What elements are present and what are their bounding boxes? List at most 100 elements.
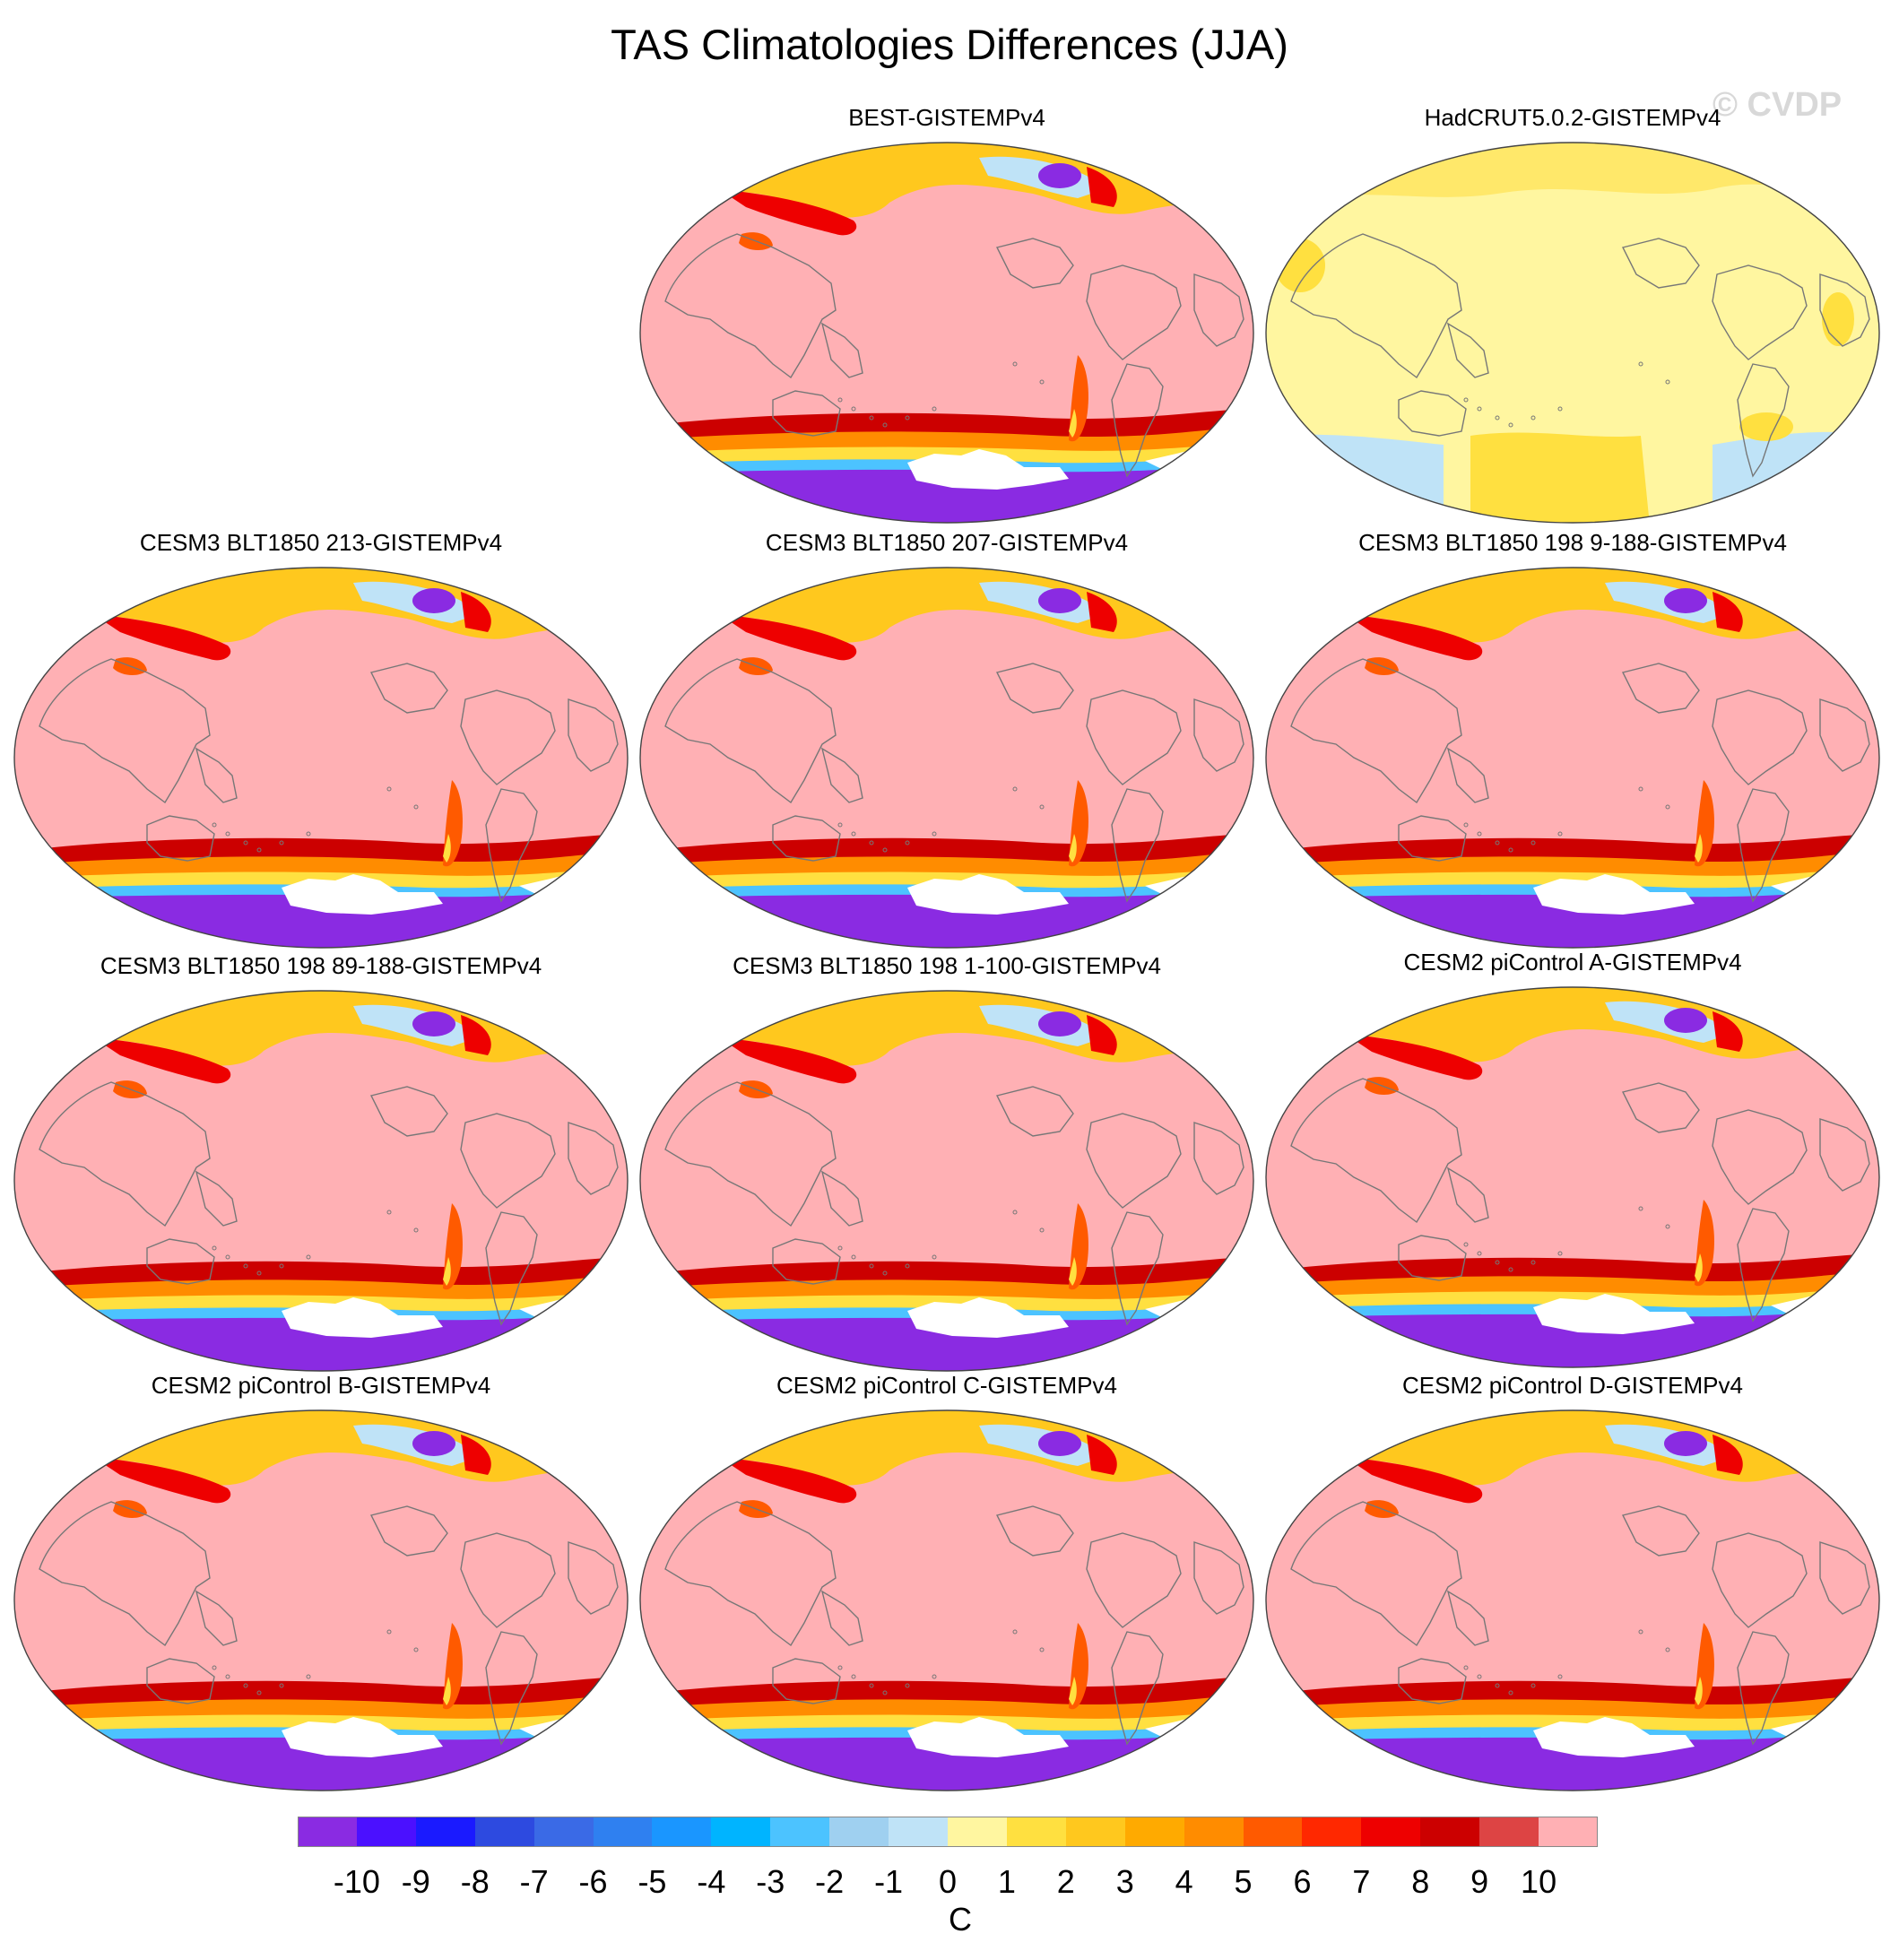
colorbar-box [1539,1817,1599,1847]
coastline [1712,689,1808,785]
island-coast [413,1227,419,1233]
coastline [1086,1532,1182,1628]
colorbar-box [889,1817,949,1847]
island-coast [905,1263,910,1269]
map-outline [1265,142,1880,524]
colorbar-tick-label: 2 [1056,1863,1075,1900]
island-coast [851,1674,856,1679]
colorbar-tick-label: -1 [874,1863,904,1900]
missing-data [907,1717,1069,1757]
coastline [995,663,1074,714]
colorbar-tick-label: 6 [1293,1863,1312,1900]
island-coast [869,840,874,846]
map-panel: CESM3 BLT1850 198 9-188-GISTEMPv4 [1264,529,1881,950]
island-coast [306,1674,311,1679]
island-coast [306,831,311,837]
island-coast [1463,1242,1469,1247]
island-coast [1665,1647,1670,1652]
island-coast [256,1271,262,1276]
coastline [1712,1109,1808,1205]
island-coast [279,1263,284,1269]
greenland-cold [412,1011,455,1036]
coastline [1621,663,1700,714]
colorbar-tick-label: 8 [1411,1863,1430,1900]
island-coast [1508,1267,1513,1272]
coastline [1446,322,1489,378]
panel-title: CESM3 BLT1850 198 1-100-GISTEMPv4 [733,952,1161,979]
island-coast [1039,1227,1045,1233]
colorbar-box [652,1817,712,1847]
world-map [1265,567,1880,949]
island-coast [1463,1665,1469,1670]
colorbar-tick-label: -3 [756,1863,785,1900]
figure-title: TAS Climatologies Differences (JJA) [611,21,1288,68]
colorbar-box [1420,1817,1480,1847]
greenland-cold [1038,1011,1081,1036]
coastline [664,233,837,379]
island-coast [1530,1260,1536,1265]
arctic-hot [1713,1435,1743,1475]
coastline [1446,1590,1489,1646]
island-coast [905,415,910,421]
island-coast [837,1245,843,1251]
colorbar-tick-label: -10 [333,1863,380,1900]
southern-warm-patch [1470,432,1650,523]
map-outline [1265,986,1880,1368]
coastline [369,1505,448,1557]
coastline [195,747,238,803]
arctic-hot [461,592,491,632]
colorbar-box [829,1817,889,1847]
colorbar-tick-label: 0 [938,1863,958,1900]
island-coast [1508,1690,1513,1695]
map-outline [639,990,1254,1372]
map-panel: HadCRUT5.0.2-GISTEMPv4 [1264,104,1881,525]
arctic-hot [1087,1015,1117,1055]
coastline [1193,1541,1244,1615]
island-coast [932,1254,937,1260]
island-coast [932,406,937,412]
coastline [995,1086,1074,1137]
coastline [1446,1166,1489,1223]
missing-data [1533,1294,1695,1334]
colorbar-tick-label: 3 [1115,1863,1134,1900]
andes-warm [1069,834,1077,863]
arctic-hot [1713,1011,1743,1052]
island-coast [279,1683,284,1688]
coastline [1819,1541,1870,1615]
island-coast [1477,406,1482,412]
greenland-cold [412,1431,455,1456]
andes-warm [1069,409,1077,438]
island-coast [851,831,856,837]
colorbar-tick-label: 9 [1470,1863,1489,1900]
coastline [772,1238,841,1285]
island-coast [225,1254,230,1260]
panel-title: BEST-GISTEMPv4 [848,104,1045,131]
island-coast [1012,1629,1018,1635]
greenland-cold [1664,1431,1707,1456]
island-coast [212,1665,217,1670]
island-coast [1463,822,1469,828]
island-coast [212,1245,217,1251]
coastline [1737,1631,1790,1746]
island-coast [1508,422,1513,428]
coastline [1621,1505,1700,1557]
island-coast [1463,397,1469,403]
arctic-hot [1087,1435,1117,1475]
island-coast [386,1629,392,1635]
island-coast [256,847,262,853]
map-outline [13,990,629,1372]
colorbar [298,1817,1599,1852]
colorbar-box [298,1817,358,1847]
map-outline [13,567,629,949]
map-panel: CESM2 piControl C-GISTEMPv4 [638,1372,1255,1793]
island-coast [932,831,937,837]
island-coast [1665,804,1670,810]
greenland-cold [1038,163,1081,188]
world-map [13,990,629,1372]
siberia-hot [93,1037,231,1084]
coastline [1819,698,1870,772]
southern-cool-patch [1713,431,1879,523]
greenland-cold [1038,1431,1081,1456]
coastline [195,1170,238,1227]
island-coast [1557,831,1563,837]
